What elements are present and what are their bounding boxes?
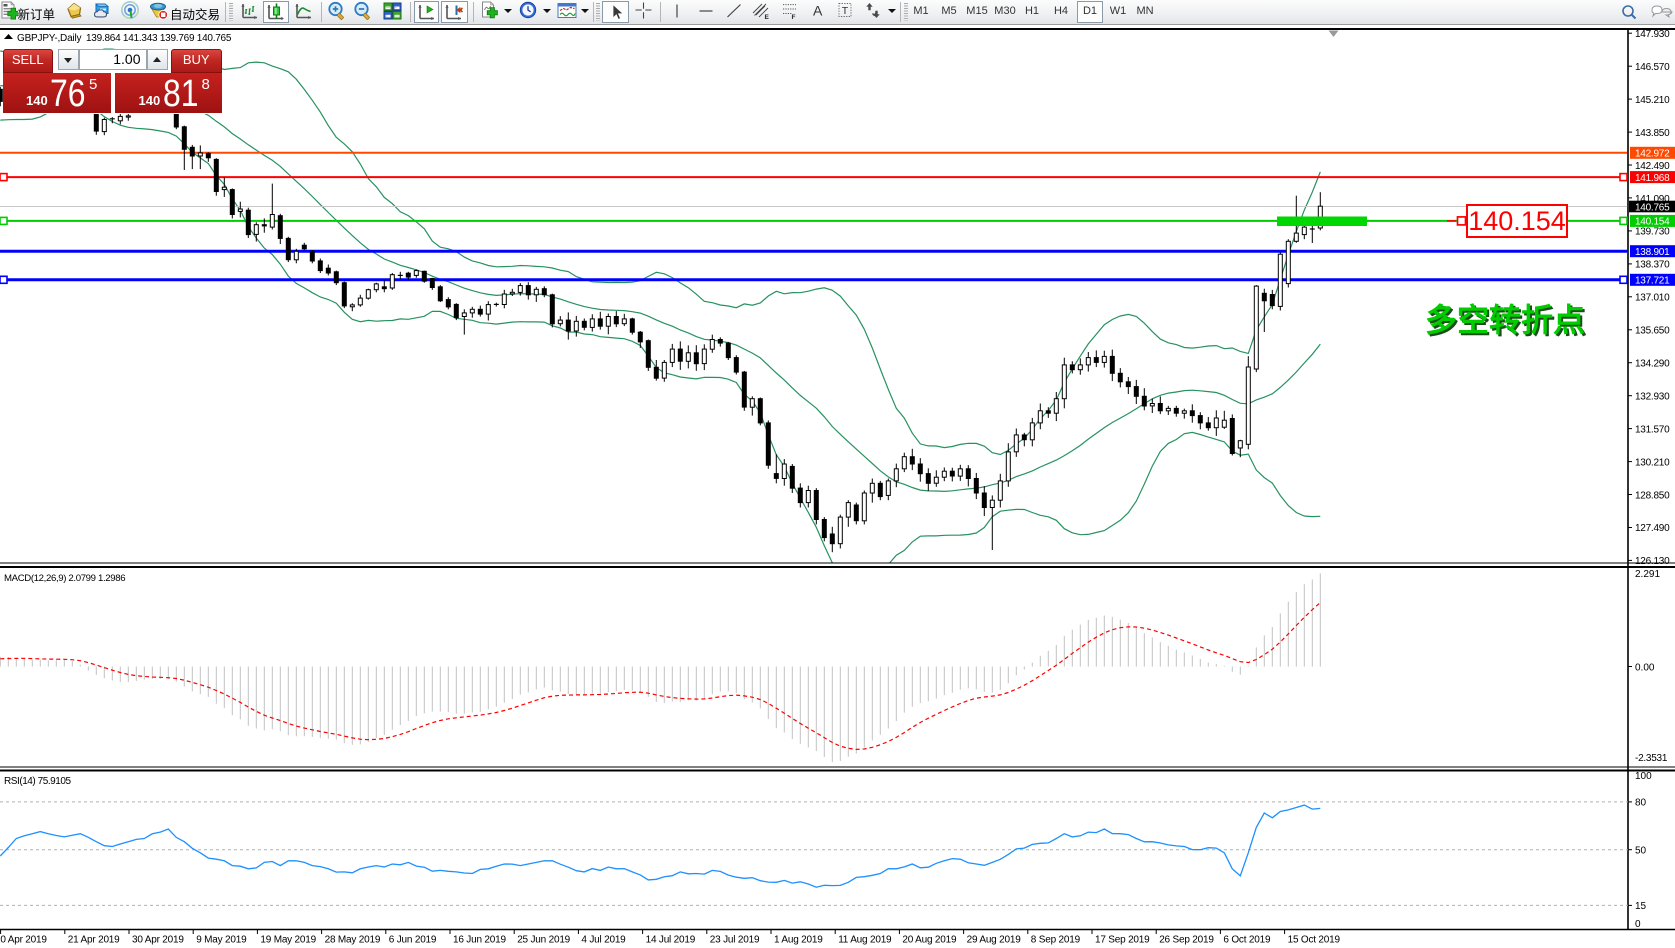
svg-text:138.901: 138.901	[1635, 247, 1670, 258]
svg-text:9 May 2019: 9 May 2019	[196, 935, 247, 946]
svg-text:141.090: 141.090	[1635, 194, 1670, 205]
svg-text:RSI(14) 75.9105: RSI(14) 75.9105	[4, 776, 72, 787]
svg-text:138.370: 138.370	[1635, 260, 1670, 271]
svg-text:50: 50	[1635, 846, 1647, 857]
svg-text:25 Jun 2019: 25 Jun 2019	[517, 935, 570, 946]
svg-text:4 Jul 2019: 4 Jul 2019	[581, 935, 626, 946]
svg-text:14 Jul 2019: 14 Jul 2019	[646, 935, 696, 946]
svg-text:11 Aug 2019: 11 Aug 2019	[838, 935, 892, 946]
svg-text:-2.3531: -2.3531	[1635, 753, 1668, 764]
svg-text:140.154: 140.154	[1635, 217, 1670, 228]
svg-text:F: F	[792, 14, 796, 21]
svg-text:21 Apr 2019: 21 Apr 2019	[68, 935, 120, 946]
svg-text:80: 80	[1635, 798, 1647, 809]
svg-text:147.930: 147.930	[1635, 29, 1670, 40]
svg-text:142.972: 142.972	[1635, 149, 1670, 160]
svg-text:多空转折点: 多空转折点	[1425, 302, 1585, 338]
svg-text:1 Aug 2019: 1 Aug 2019	[774, 935, 823, 946]
svg-text:132.930: 132.930	[1635, 392, 1670, 403]
svg-text:15 Oct 2019: 15 Oct 2019	[1288, 935, 1341, 946]
svg-text:143.850: 143.850	[1635, 128, 1670, 139]
svg-text:137.721: 137.721	[1635, 276, 1670, 287]
svg-text:16 Jun 2019: 16 Jun 2019	[453, 935, 506, 946]
svg-text:GBPJPY-,Daily: GBPJPY-,Daily	[17, 33, 81, 44]
svg-text:28 May 2019: 28 May 2019	[325, 935, 381, 946]
svg-text:140.154: 140.154	[1468, 206, 1566, 236]
svg-text:10 Apr 2019: 10 Apr 2019	[0, 935, 47, 946]
svg-text:126.130: 126.130	[1635, 556, 1670, 567]
svg-text:131.570: 131.570	[1635, 424, 1670, 435]
svg-text:0: 0	[1635, 919, 1641, 930]
svg-text:140.765: 140.765	[1635, 202, 1670, 213]
svg-text:0.00: 0.00	[1635, 662, 1655, 673]
svg-text:17 Sep 2019: 17 Sep 2019	[1095, 935, 1150, 946]
svg-text:T: T	[842, 5, 849, 17]
svg-text:20 Aug 2019: 20 Aug 2019	[902, 935, 957, 946]
svg-text:A: A	[813, 3, 823, 19]
svg-text:26 Sep 2019: 26 Sep 2019	[1159, 935, 1214, 946]
svg-text:15: 15	[1635, 901, 1647, 912]
svg-text:130.210: 130.210	[1635, 457, 1670, 468]
svg-text:MACD(12,26,9) 2.0799 1.2986: MACD(12,26,9) 2.0799 1.2986	[4, 573, 125, 584]
svg-text:8 Sep 2019: 8 Sep 2019	[1031, 935, 1081, 946]
svg-text:139.864 141.343 139.769 140.76: 139.864 141.343 139.769 140.765	[86, 33, 232, 44]
svg-text:30 Apr 2019: 30 Apr 2019	[132, 935, 184, 946]
svg-text:23 Jul 2019: 23 Jul 2019	[710, 935, 760, 946]
svg-text:128.850: 128.850	[1635, 490, 1670, 501]
svg-text:19 May 2019: 19 May 2019	[260, 935, 316, 946]
svg-text:127.490: 127.490	[1635, 523, 1670, 534]
svg-text:141.968: 141.968	[1635, 173, 1670, 184]
svg-text:134.290: 134.290	[1635, 359, 1670, 370]
svg-text:2.291: 2.291	[1635, 569, 1660, 580]
svg-text:E: E	[765, 14, 770, 21]
svg-text:6 Oct 2019: 6 Oct 2019	[1223, 935, 1271, 946]
svg-text:29 Aug 2019: 29 Aug 2019	[967, 935, 1022, 946]
svg-text:145.210: 145.210	[1635, 95, 1670, 106]
svg-text:137.010: 137.010	[1635, 293, 1670, 304]
svg-text:139.730: 139.730	[1635, 227, 1670, 238]
svg-text:135.650: 135.650	[1635, 326, 1670, 337]
svg-text:146.570: 146.570	[1635, 62, 1670, 73]
svg-text:6 Jun 2019: 6 Jun 2019	[389, 935, 437, 946]
svg-text:100: 100	[1635, 771, 1652, 782]
svg-text:142.490: 142.490	[1635, 161, 1670, 172]
